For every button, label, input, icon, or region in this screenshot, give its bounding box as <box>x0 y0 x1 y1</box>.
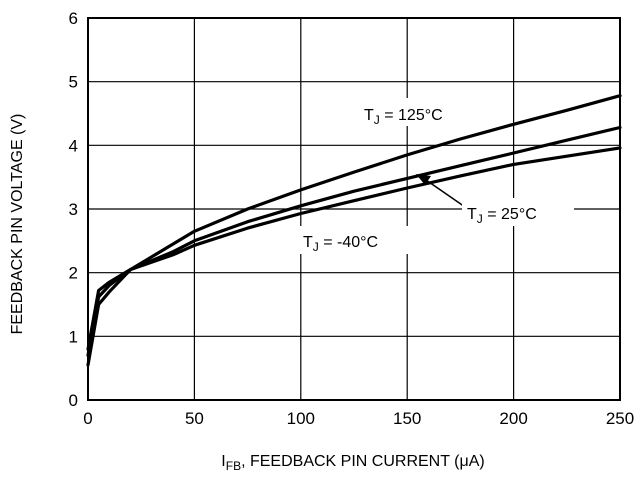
anno-125c-rest: = 125°C <box>380 107 443 124</box>
plot-frame <box>87 17 621 401</box>
y-axis-title: FEEDBACK PIN VOLTAGE (V) <box>9 114 26 335</box>
series-line-1 <box>86 125 622 357</box>
anno-125c-sub: J <box>374 113 380 127</box>
x-axis-title-main: I <box>221 453 225 470</box>
annotation-25c: TJ = 25°C <box>416 174 574 226</box>
y-tick-label: 5 <box>69 73 78 92</box>
anno-m40c-rest: = -40°C <box>319 234 378 251</box>
x-axis-title-rest: , FEEDBACK PIN CURRENT (μA) <box>241 453 485 470</box>
x-axis-title: IFB, FEEDBACK PIN CURRENT (μA) <box>221 453 484 473</box>
anno-m40c-main: T <box>303 234 313 251</box>
tick-labels: 0 50 100 150 200 250 0 1 2 3 4 5 6 <box>69 9 635 428</box>
svg-text:TJ = 125°C: TJ = 125°C <box>364 107 443 127</box>
series-lines <box>86 94 622 367</box>
y-tick-label: 6 <box>69 9 78 28</box>
annotation-25c-arrowhead <box>416 174 431 185</box>
svg-text:TJ = -40°C: TJ = -40°C <box>303 234 378 254</box>
svg-text:TJ = 25°C: TJ = 25°C <box>467 206 537 226</box>
x-tick-label: 0 <box>83 409 92 428</box>
anno-25c-rest: = 25°C <box>483 206 537 223</box>
series-line-0 <box>86 94 622 367</box>
x-tick-label: 100 <box>287 409 315 428</box>
series-line-2 <box>86 146 622 351</box>
annotation-25c-leader <box>425 179 469 210</box>
annotation-125c: TJ = 125°C <box>360 98 484 127</box>
y-tick-label: 1 <box>69 327 78 346</box>
y-tick-label: 2 <box>69 264 78 283</box>
annotation-minus40c: TJ = -40°C <box>299 226 415 254</box>
x-tick-label: 200 <box>499 409 527 428</box>
x-axis-title-sub: FB <box>226 459 241 473</box>
x-tick-label: 50 <box>185 409 204 428</box>
anno-125c-main: T <box>364 107 374 124</box>
anno-25c-sub: J <box>477 212 483 226</box>
y-tick-label: 0 <box>69 391 78 410</box>
anno-m40c-sub: J <box>313 240 319 254</box>
y-tick-label: 4 <box>69 136 78 155</box>
y-tick-label: 3 <box>69 200 78 219</box>
x-tick-label: 150 <box>393 409 421 428</box>
x-tick-label: 250 <box>606 409 634 428</box>
anno-25c-main: T <box>467 206 477 223</box>
